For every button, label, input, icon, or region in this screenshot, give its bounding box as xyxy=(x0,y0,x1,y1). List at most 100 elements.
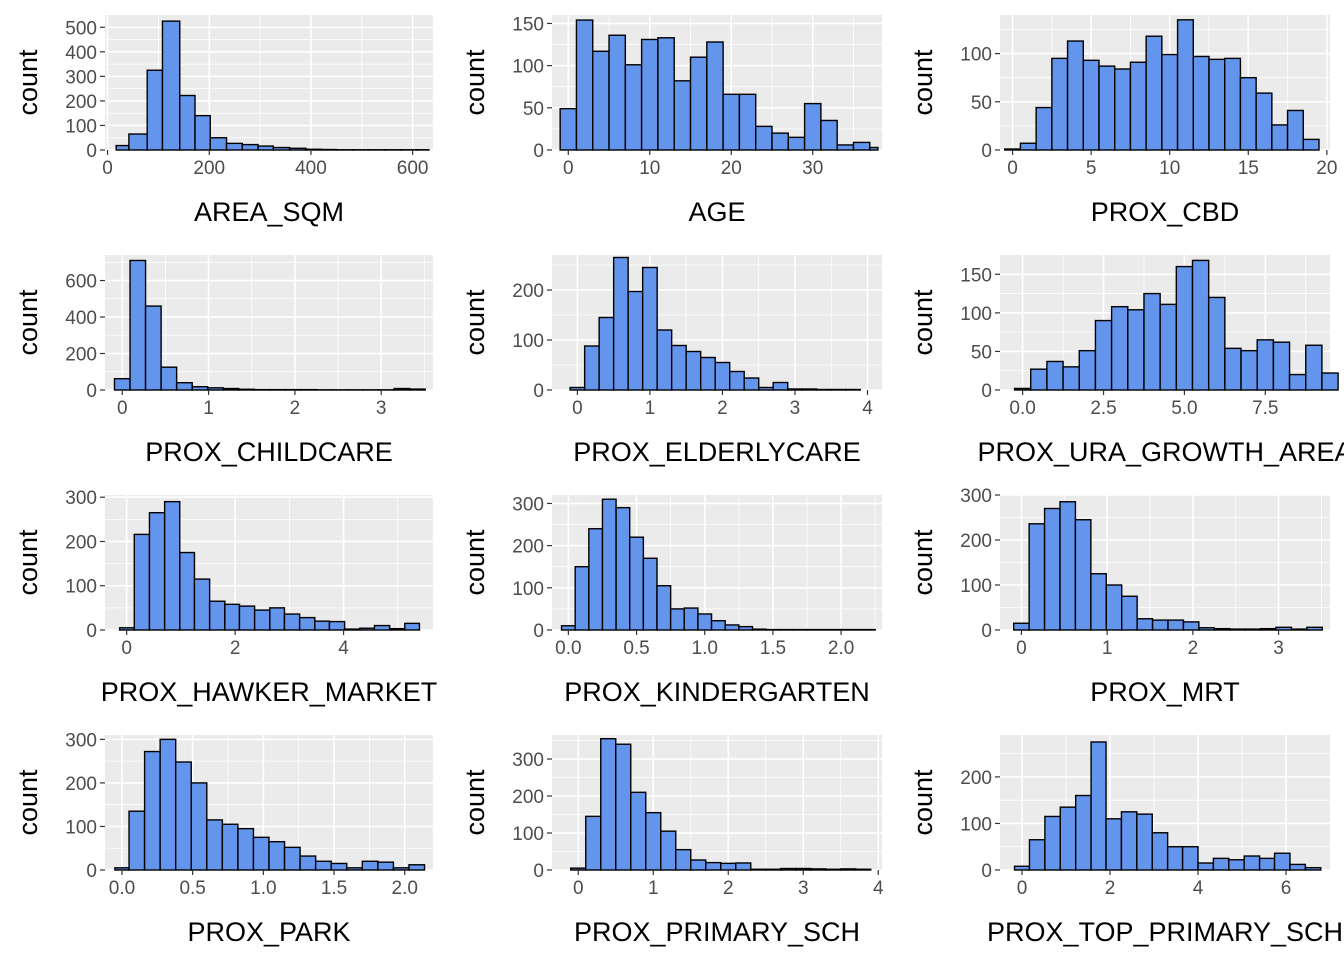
x-axis-title: PROX_KINDERGARTEN xyxy=(564,677,870,707)
histogram-bar xyxy=(1198,627,1215,631)
histogram-bar xyxy=(765,868,782,871)
histogram-bar xyxy=(190,782,208,871)
histogram-bar xyxy=(209,137,228,151)
x-tick-label: 2 xyxy=(230,638,241,659)
y-tick-label: 0 xyxy=(981,381,992,402)
x-axis-title: PROX_CHILDCARE xyxy=(145,437,393,467)
histogram-bar xyxy=(787,136,806,151)
histogram-bar xyxy=(1120,811,1138,871)
x-tick-label: 0.5 xyxy=(623,638,649,659)
histogram-bar xyxy=(675,848,692,871)
histogram-bar xyxy=(221,823,239,871)
histogram-bar xyxy=(224,603,241,631)
histogram-bar xyxy=(629,536,645,631)
histogram-bar xyxy=(627,290,644,391)
histogram-bar xyxy=(283,846,301,871)
histogram-bar xyxy=(1019,142,1037,151)
histogram-bar xyxy=(1129,61,1147,151)
histogram-bar xyxy=(1286,109,1304,151)
y-tick-label: 50 xyxy=(971,93,992,114)
y-tick-label: 0 xyxy=(533,861,544,882)
histogram-bar xyxy=(714,361,731,391)
histogram-bar xyxy=(735,862,752,871)
x-axis-title: PROX_ELDERLYCARE xyxy=(573,437,861,467)
histogram-bar xyxy=(869,146,879,151)
x-tick-label: 400 xyxy=(295,158,327,179)
histogram-bar xyxy=(836,144,855,151)
histogram-bar xyxy=(1176,19,1194,151)
histogram-bar xyxy=(143,750,161,871)
histogram-bar xyxy=(592,50,610,151)
histogram-panel: 0 1 2 3 4 0 100 200 PROX_ELDERLYCARE count xyxy=(460,255,882,467)
x-tick-label: 0 xyxy=(1007,158,1018,179)
x-tick-label: 2 xyxy=(1105,878,1116,899)
histogram-bar xyxy=(1239,76,1257,151)
y-tick-label: 0 xyxy=(86,621,97,642)
histogram-bar xyxy=(225,142,244,151)
x-tick-label: 0 xyxy=(1016,638,1027,659)
histogram-bar xyxy=(559,107,578,151)
histogram-bar xyxy=(720,862,737,871)
histogram-bar xyxy=(1136,813,1153,871)
histogram-bar xyxy=(583,345,600,391)
histogram-bar xyxy=(724,624,740,631)
x-tick-label: 2.0 xyxy=(392,878,418,899)
y-tick-label: 0 xyxy=(533,621,544,642)
histogram-bar xyxy=(174,761,192,871)
y-tick-label: 0 xyxy=(533,381,544,402)
y-tick-label: 100 xyxy=(960,45,992,66)
x-tick-label: 0 xyxy=(563,158,574,179)
histogram-bar xyxy=(630,791,647,871)
x-tick-label: 3 xyxy=(376,398,387,419)
histogram-bar xyxy=(697,613,713,631)
histogram-bar xyxy=(392,867,410,871)
y-axis-title: count xyxy=(908,49,938,116)
x-tick-label: 6 xyxy=(1281,878,1292,899)
histogram-bar xyxy=(222,387,240,391)
y-tick-label: 400 xyxy=(65,43,97,64)
histogram-bar xyxy=(710,620,726,631)
histogram-bar xyxy=(801,388,818,391)
histogram-bar xyxy=(1321,372,1339,391)
y-tick-label: 0 xyxy=(86,141,97,162)
x-axis-title: AREA_SQM xyxy=(194,197,344,227)
histogram-bar xyxy=(328,620,346,631)
x-tick-label: 200 xyxy=(193,158,225,179)
x-tick-label: 20 xyxy=(1316,158,1337,179)
histogram-bar xyxy=(253,609,271,631)
histogram-bar xyxy=(393,387,411,391)
histogram-bar xyxy=(1043,507,1061,631)
histogram-bar xyxy=(1304,866,1322,871)
histogram-bar xyxy=(683,607,699,631)
histogram-bar xyxy=(194,114,211,151)
y-tick-label: 200 xyxy=(65,774,97,795)
x-tick-label: 10 xyxy=(1159,158,1180,179)
y-tick-label: 0 xyxy=(86,381,97,402)
histogram-bar xyxy=(743,377,760,391)
x-tick-label: 1.5 xyxy=(321,878,347,899)
histogram-bar xyxy=(388,627,406,631)
x-tick-label: 3 xyxy=(1273,638,1284,659)
x-tick-label: 4 xyxy=(873,878,884,899)
histogram-bar xyxy=(795,867,812,871)
x-tick-label: 1.0 xyxy=(692,638,718,659)
histogram-bar xyxy=(193,578,211,631)
histogram-bar xyxy=(1224,57,1242,151)
histogram-bar xyxy=(1240,349,1258,391)
histogram-bar xyxy=(1127,309,1145,391)
x-tick-label: 2 xyxy=(1188,638,1199,659)
y-tick-label: 100 xyxy=(512,579,544,600)
histogram-bar xyxy=(208,600,226,631)
y-tick-label: 100 xyxy=(512,57,544,78)
histogram-bar xyxy=(689,56,708,151)
histogram-bar xyxy=(1059,806,1077,871)
y-tick-label: 200 xyxy=(65,92,97,113)
histogram-bar xyxy=(771,132,789,151)
y-tick-label: 0 xyxy=(981,861,992,882)
x-tick-label: 0 xyxy=(117,398,128,419)
histogram-bar xyxy=(1145,35,1163,151)
histogram-bar xyxy=(115,144,130,151)
histogram-bar xyxy=(1114,68,1132,151)
